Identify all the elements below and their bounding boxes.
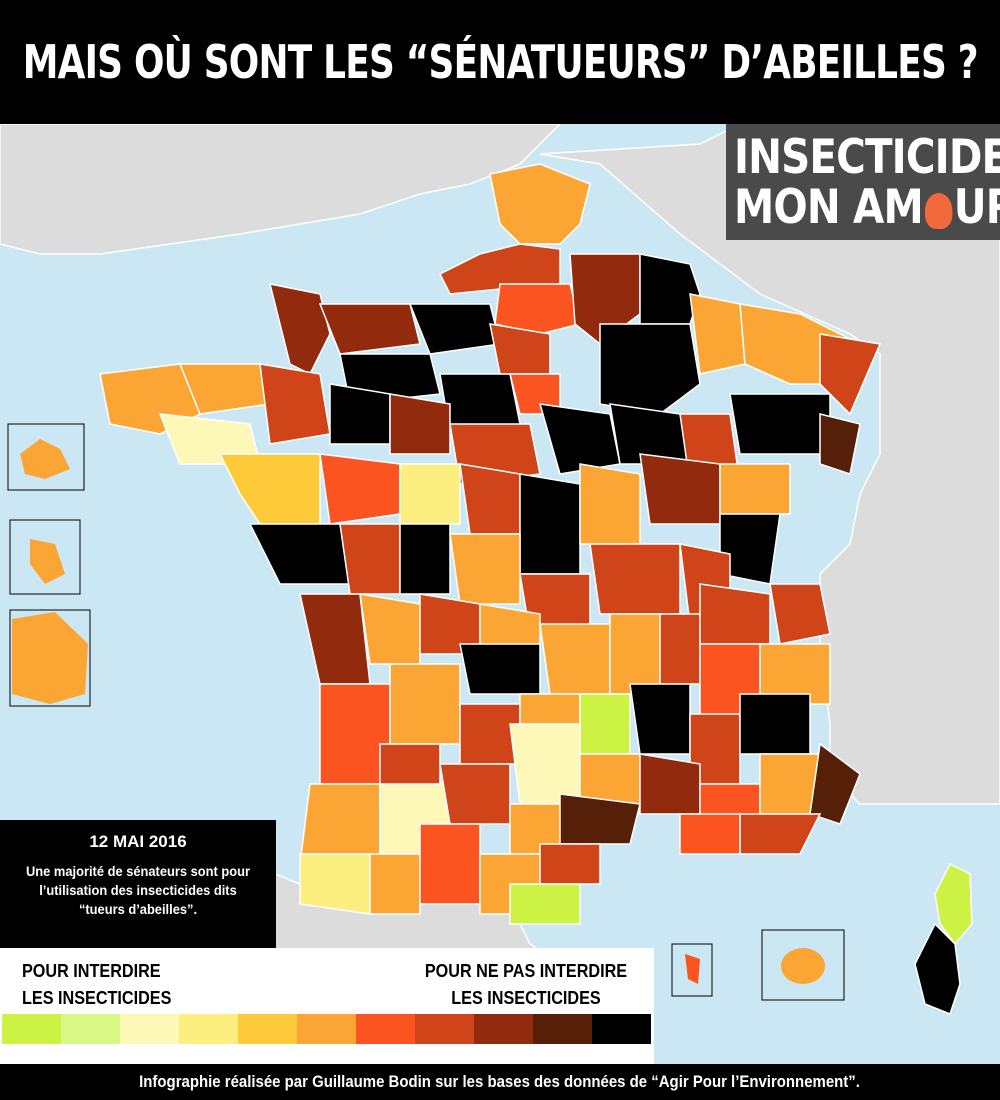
dept-hautes-pyrenees <box>369 853 421 915</box>
dept-charente-maritime <box>299 593 371 685</box>
scale-swatch-6 <box>356 1014 415 1044</box>
legend-left-label: POUR INTERDIRE LES INSECTICIDES <box>22 958 171 1012</box>
mayotte-shape <box>685 954 700 984</box>
dept-calvados <box>318 303 421 355</box>
scale-swatch-4 <box>238 1014 297 1044</box>
note-date: 12 MAI 2016 <box>89 832 187 851</box>
dept-pas-de-calais <box>438 243 561 295</box>
dept-maine-et-loire <box>319 453 401 525</box>
dept-bas-rhin <box>819 333 882 416</box>
neighbour-land-east <box>539 124 1000 805</box>
insecticide-logo: INSECTICIDE MON AM UR <box>726 124 1000 240</box>
skull-icon <box>924 192 953 229</box>
dept-pyrenees-orientales <box>509 883 581 925</box>
scale-swatch-7 <box>415 1014 474 1044</box>
dept-indre <box>449 533 521 605</box>
dept-hautes-alpes <box>739 693 811 755</box>
dept-sarthe <box>389 393 451 455</box>
dept-alpes-maritimes <box>809 742 861 825</box>
legend: POUR INTERDIRE LES INSECTICIDES POUR NE … <box>0 948 654 1064</box>
martinique-shape <box>30 539 65 584</box>
scale-swatch-1 <box>61 1014 120 1044</box>
dept-var <box>739 813 822 855</box>
dept-haute-loire <box>579 693 631 755</box>
dept-cote-or <box>639 453 721 525</box>
corse-sud <box>914 922 961 1015</box>
credit-bar: Infographie réalisée par Guillaume Bodin… <box>0 1064 1000 1100</box>
dept-haut-rhin <box>819 413 861 475</box>
dept-aveyron <box>509 723 581 805</box>
legend-right-label: POUR NE PAS INTERDIRE LES INSECTICIDES <box>411 958 641 1012</box>
dept-puy-de-dome <box>539 623 611 695</box>
dept-marne <box>599 323 701 415</box>
dept-eure <box>408 303 501 355</box>
scale-swatch-9 <box>533 1014 592 1044</box>
logo-line-2: MON AM UR <box>734 180 1000 235</box>
dept-vendee <box>248 523 351 585</box>
dept-saone-et-loire <box>589 543 681 615</box>
neighbour-land-uk <box>0 124 562 255</box>
legend-right-line-1: POUR NE PAS INTERDIRE <box>424 961 628 981</box>
date-note: 12 MAI 2016 Une majorité de sénateurs so… <box>0 820 276 948</box>
dept-loire-atlantique <box>218 453 321 525</box>
dept-indre-et-loire <box>399 463 461 525</box>
dept-ardennes <box>639 253 701 325</box>
logo-line-2a: MON AM <box>734 180 924 235</box>
dept-somme <box>494 283 581 335</box>
dept-landes <box>299 783 381 865</box>
dept-manche <box>268 283 331 376</box>
logo-line-1: INSECTICIDE <box>734 130 1000 185</box>
color-scale <box>2 1014 651 1044</box>
scale-swatch-8 <box>474 1014 533 1044</box>
legend-left-line-2: LES INSECTICIDES <box>22 988 172 1008</box>
scale-swatch-5 <box>297 1014 356 1044</box>
scale-swatch-3 <box>179 1014 238 1044</box>
dept-lozere <box>579 753 641 805</box>
page-title: MAIS OÙ SONT LES “SÉNATUEURS” D’ABEILLES… <box>22 35 978 89</box>
dept-mayenne <box>329 383 391 445</box>
dept-vienne <box>399 523 451 595</box>
dept-ardeche <box>629 683 691 755</box>
legend-left-line-1: POUR INTERDIRE <box>22 961 161 981</box>
dept-nord <box>489 163 591 245</box>
dept-charente <box>359 593 421 665</box>
dept-loir-et-cher <box>459 463 521 535</box>
dept-rhone <box>659 613 701 685</box>
dept-correze <box>459 643 541 695</box>
scale-swatch-10 <box>592 1014 651 1044</box>
dept-ain <box>699 583 771 645</box>
guyane-shape <box>12 612 88 704</box>
dept-herault <box>559 793 641 845</box>
dept-meuse <box>689 293 746 375</box>
dept-cher <box>519 473 581 575</box>
dept-haute-saone <box>719 463 791 515</box>
dept-vosges <box>729 393 831 455</box>
note-text: Une majorité de sénateurs sont pour l’ut… <box>25 863 251 917</box>
legend-right-line-2: LES INSECTICIDES <box>451 988 601 1008</box>
dept-loire <box>609 613 661 695</box>
france-map <box>0 124 1000 1064</box>
dept-dordogne <box>389 663 461 745</box>
dept-gard <box>639 753 701 815</box>
dept-haute-garonne <box>419 823 481 905</box>
guadeloupe-shape <box>20 439 70 479</box>
dept-deux-sevres <box>339 523 401 595</box>
title-bar: MAIS OÙ SONT LES “SÉNATUEURS” D’ABEILLES… <box>0 0 1000 124</box>
reunion-shape <box>781 948 825 984</box>
dept-pyrenees-atlantiques <box>299 853 371 915</box>
dept-tarn-et-garonne <box>439 763 511 825</box>
logo-line-2b: UR <box>953 180 1000 235</box>
scale-swatch-2 <box>120 1014 179 1044</box>
dept-bouches-du-rhone <box>679 813 741 855</box>
france-departments <box>99 163 882 925</box>
map <box>0 124 1000 1064</box>
scale-swatch-0 <box>2 1014 61 1044</box>
dept-ille-et-vilaine <box>259 363 331 445</box>
credit-text: Infographie réalisée par Guillaume Bodin… <box>139 1072 861 1091</box>
dept-haute-savoie <box>769 583 831 645</box>
dept-aude <box>539 843 601 885</box>
dept-nievre <box>579 463 641 545</box>
